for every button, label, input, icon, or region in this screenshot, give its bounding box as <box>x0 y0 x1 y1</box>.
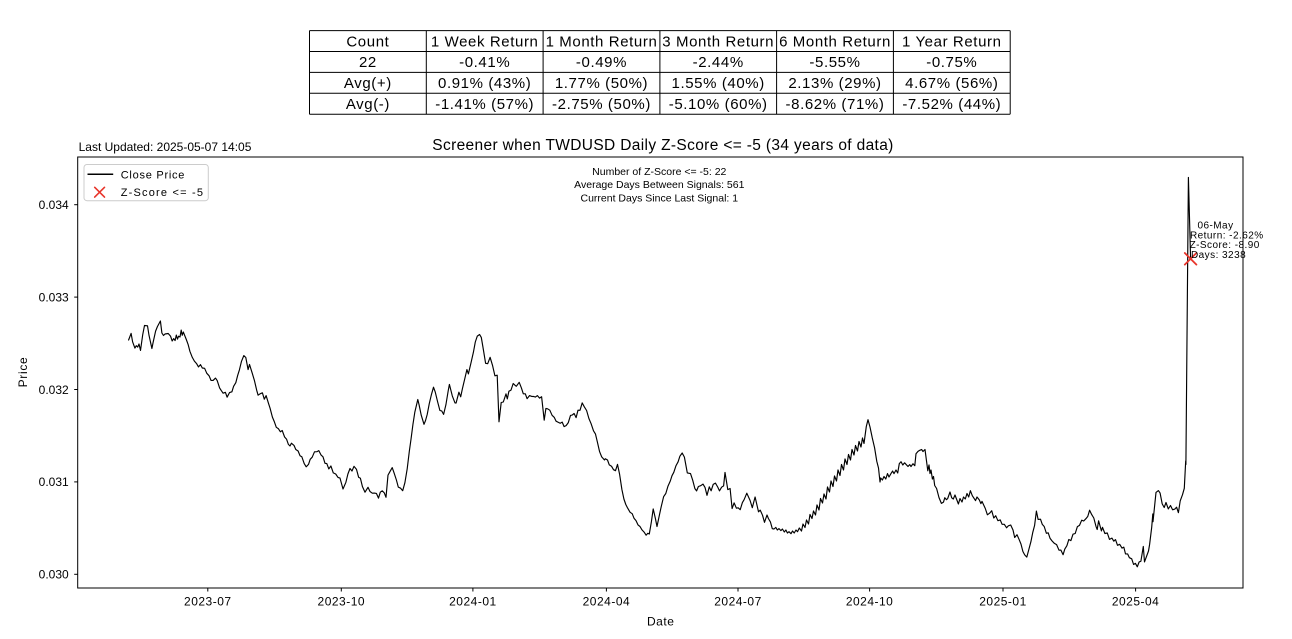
svg-text:Date: Date <box>647 615 674 629</box>
svg-text:Z-Score: -8.90: Z-Score: -8.90 <box>1190 240 1260 251</box>
svg-text:-0.41%: -0.41% <box>459 54 510 71</box>
svg-text:22: 22 <box>359 54 377 71</box>
svg-text:0.034: 0.034 <box>39 198 69 212</box>
svg-text:0.033: 0.033 <box>39 290 69 304</box>
svg-text:Number of Z-Score <= -5: 22: Number of Z-Score <= -5: 22 <box>592 166 726 178</box>
svg-text:-1.41% (57%): -1.41% (57%) <box>435 96 534 113</box>
svg-text:Price: Price <box>16 357 30 388</box>
svg-text:3 Month Return: 3 Month Return <box>662 33 774 50</box>
svg-text:Z-Score <= -5: Z-Score <= -5 <box>121 187 204 199</box>
svg-text:Return: -2.62%: Return: -2.62% <box>1190 230 1264 241</box>
svg-text:2024-10: 2024-10 <box>846 594 894 608</box>
svg-text:2024-01: 2024-01 <box>449 594 497 608</box>
svg-text:0.032: 0.032 <box>39 383 69 397</box>
svg-text:-5.55%: -5.55% <box>809 54 860 71</box>
svg-text:2025-01: 2025-01 <box>979 594 1027 608</box>
svg-text:Current Days Since Last Signal: Current Days Since Last Signal: 1 <box>581 192 739 204</box>
svg-text:Last Updated: 2025-05-07 14:05: Last Updated: 2025-05-07 14:05 <box>79 140 252 154</box>
svg-text:Screener when TWDUSD Daily Z-S: Screener when TWDUSD Daily Z-Score <= -5… <box>432 137 893 154</box>
svg-text:0.030: 0.030 <box>39 568 69 582</box>
svg-text:Close Price: Close Price <box>121 169 186 181</box>
svg-text:1 Month Return: 1 Month Return <box>546 33 658 50</box>
svg-text:-7.52% (44%): -7.52% (44%) <box>902 96 1001 113</box>
svg-text:0.91% (43%): 0.91% (43%) <box>438 75 531 92</box>
svg-text:-8.62% (71%): -8.62% (71%) <box>786 96 885 113</box>
svg-text:-2.75% (50%): -2.75% (50%) <box>552 96 651 113</box>
svg-text:0.031: 0.031 <box>39 475 69 489</box>
svg-text:2025-04: 2025-04 <box>1112 594 1160 608</box>
svg-text:2023-10: 2023-10 <box>318 594 366 608</box>
svg-text:Count: Count <box>346 33 389 50</box>
svg-text:2023-07: 2023-07 <box>184 594 232 608</box>
svg-text:4.67% (56%): 4.67% (56%) <box>905 75 998 92</box>
svg-text:-0.75%: -0.75% <box>926 54 977 71</box>
svg-text:Days: 3238: Days: 3238 <box>1191 250 1246 261</box>
svg-text:2.13% (29%): 2.13% (29%) <box>788 75 881 92</box>
svg-text:1.77% (50%): 1.77% (50%) <box>555 75 648 92</box>
svg-text:2024-04: 2024-04 <box>583 594 631 608</box>
svg-text:-0.49%: -0.49% <box>576 54 627 71</box>
svg-text:1 Year Return: 1 Year Return <box>902 33 1002 50</box>
svg-text:Average Days Between Signals:: Average Days Between Signals: 561 <box>574 179 744 191</box>
svg-text:1 Week Return: 1 Week Return <box>431 33 539 50</box>
svg-text:6 Month Return: 6 Month Return <box>779 33 891 50</box>
svg-text:Avg(-): Avg(-) <box>346 96 390 113</box>
svg-text:-2.44%: -2.44% <box>693 54 744 71</box>
svg-text:Avg(+): Avg(+) <box>344 75 392 92</box>
svg-text:2024-07: 2024-07 <box>714 594 762 608</box>
svg-text:-5.10% (60%): -5.10% (60%) <box>669 96 768 113</box>
svg-text:06-May: 06-May <box>1197 221 1233 232</box>
svg-text:1.55% (40%): 1.55% (40%) <box>672 75 765 92</box>
